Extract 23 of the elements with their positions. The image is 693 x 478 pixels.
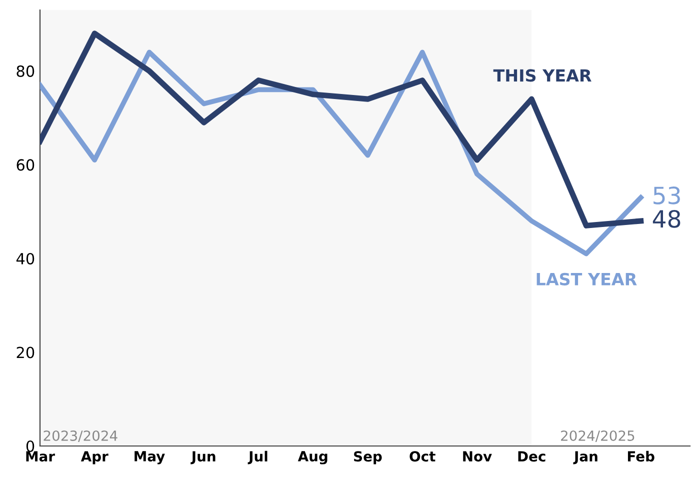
x-tick-label: Feb xyxy=(628,450,654,462)
x-tick-label: Sep xyxy=(354,451,382,464)
series-label: THIS YEAR xyxy=(493,69,592,82)
x-tick-label: Mar xyxy=(26,451,55,462)
annotation: 2024/2025 xyxy=(561,430,634,442)
y-tick-label: 40 xyxy=(16,252,34,264)
x-tick-label: Aug xyxy=(298,451,328,464)
data-label: 53 xyxy=(654,186,680,204)
x-tick-label: Jan xyxy=(573,451,598,464)
band-label: 2023/2024 xyxy=(44,430,118,442)
data-label: 48 xyxy=(652,210,680,228)
x-tick-label: Jul xyxy=(248,450,268,464)
y-tick-label: 60 xyxy=(16,159,34,171)
series-label: LAST YEAR xyxy=(536,272,637,286)
x-tick-label: Oct xyxy=(410,451,436,462)
x-tick-label: Apr xyxy=(80,451,108,464)
y-tick-label: 0 xyxy=(26,440,34,452)
x-tick-label: Nov xyxy=(463,451,492,462)
x-tick-label: May xyxy=(134,451,165,464)
x-tick-label: Jun xyxy=(190,451,216,464)
y-tick-label: 20 xyxy=(16,346,34,358)
y-tick-label: 80 xyxy=(16,65,34,77)
x-tick-label: Dec xyxy=(518,451,546,462)
